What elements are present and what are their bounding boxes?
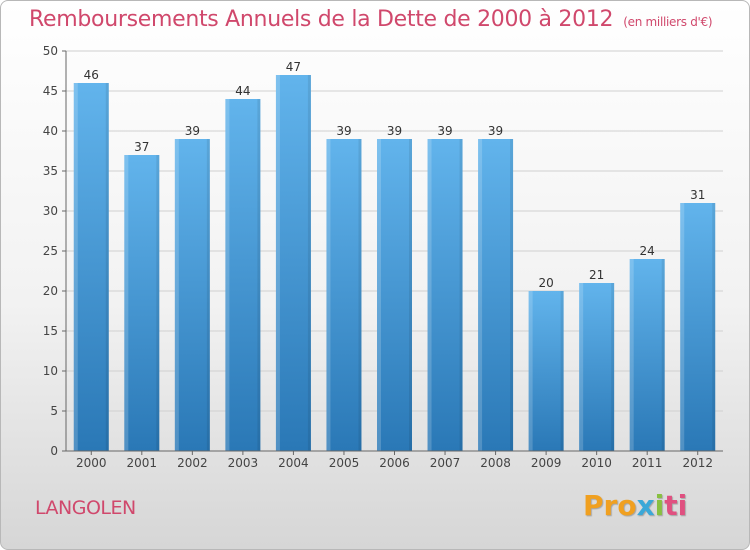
bar-2011 (629, 259, 665, 451)
bar-2001 (124, 155, 160, 451)
bar-highlight (629, 259, 634, 451)
data-label: 39 (387, 124, 402, 138)
bar-shade (257, 99, 261, 451)
x-tick-label: 2004 (278, 456, 309, 470)
bar-2006 (377, 139, 412, 451)
bar-2007 (427, 139, 463, 451)
y-tick-label: 30 (43, 204, 58, 218)
bar-shade (560, 291, 564, 451)
data-label: 24 (640, 244, 655, 258)
data-label: 20 (538, 276, 553, 290)
chart-title: Remboursements Annuels de la Dette de 20… (29, 7, 713, 32)
bar-shade (611, 283, 615, 451)
proxiti-logo: Proxiti (583, 489, 687, 522)
logo-part-3: i (654, 489, 665, 522)
x-tick-label: 2010 (581, 456, 612, 470)
bar-2012 (680, 203, 716, 451)
bar-2002 (174, 139, 210, 451)
data-label: 47 (286, 60, 301, 74)
x-tick-label: 2001 (127, 456, 158, 470)
y-tick-label: 35 (43, 164, 58, 178)
y-tick-label: 5 (50, 404, 58, 418)
x-tick-label: 2012 (682, 456, 713, 470)
data-label: 21 (589, 268, 604, 282)
bar-shade (156, 155, 160, 451)
bar-highlight (478, 139, 483, 451)
x-tick-label: 2003 (228, 456, 259, 470)
bar-2004 (275, 75, 311, 451)
bar-2010 (579, 283, 615, 451)
bar-highlight (275, 75, 280, 451)
bar-highlight (579, 283, 584, 451)
bar-highlight (680, 203, 685, 451)
x-tick-label: 2008 (480, 456, 511, 470)
data-label: 44 (235, 84, 250, 98)
y-tick-label: 15 (43, 324, 58, 338)
x-tick-label: 2009 (531, 456, 562, 470)
data-label: 39 (437, 124, 452, 138)
bar-highlight (73, 83, 78, 451)
bar-shade (409, 139, 412, 451)
y-tick-label: 0 (50, 444, 58, 458)
bar-highlight (528, 291, 533, 451)
x-tick-label: 2002 (177, 456, 208, 470)
logo-part-4: ti (664, 489, 688, 522)
bar-shade (510, 139, 514, 451)
y-tick-label: 10 (43, 364, 58, 378)
data-label: 39 (488, 124, 503, 138)
bar-shade (459, 139, 463, 451)
axes: 0 5 10 15 20 25 30 35 40 45 50 2000 2001 2002 2003 2004… (43, 44, 723, 470)
bar-2008 (478, 139, 514, 451)
x-tick-label: 2005 (329, 456, 360, 470)
data-label: 39 (336, 124, 351, 138)
bar-shade (307, 75, 311, 451)
bar-shade (358, 139, 362, 451)
bar-highlight (174, 139, 179, 451)
bar-2005 (326, 139, 362, 451)
bar-2003 (225, 99, 261, 451)
x-tick-label: 2000 (76, 456, 107, 470)
bar-highlight (427, 139, 432, 451)
y-tick-label: 20 (43, 284, 58, 298)
logo-part-1: Pro (583, 489, 637, 522)
chart-unit: (en milliers d'€) (623, 15, 713, 29)
y-tick-label: 25 (43, 244, 58, 258)
bar-shade (105, 83, 109, 451)
logo-part-2: x (636, 489, 655, 522)
x-tick-label: 2006 (379, 456, 410, 470)
bar-2000 (73, 83, 109, 451)
chart-title-text: Remboursements Annuels de la Dette de 20… (29, 7, 614, 32)
bar-2009 (528, 291, 564, 451)
bar-shade (712, 203, 716, 451)
bar-shade (661, 259, 665, 451)
bars: 46 37 39 44 47 39 39 39 39 20 21 24 31 (73, 60, 716, 451)
data-label: 37 (134, 140, 149, 154)
bar-highlight (326, 139, 331, 451)
x-tick-label: 2011 (632, 456, 663, 470)
data-label: 39 (185, 124, 200, 138)
bar-highlight (377, 139, 381, 451)
data-label: 46 (84, 68, 99, 82)
bar-highlight (124, 155, 129, 451)
town-name: LANGOLEN (35, 497, 136, 519)
y-tick-label: 40 (43, 124, 58, 138)
y-tick-label: 50 (43, 44, 58, 58)
data-label: 31 (690, 188, 705, 202)
y-tick-label: 45 (43, 84, 58, 98)
x-tick-label: 2007 (430, 456, 461, 470)
bar-shade (206, 139, 210, 451)
bar-highlight (225, 99, 230, 451)
